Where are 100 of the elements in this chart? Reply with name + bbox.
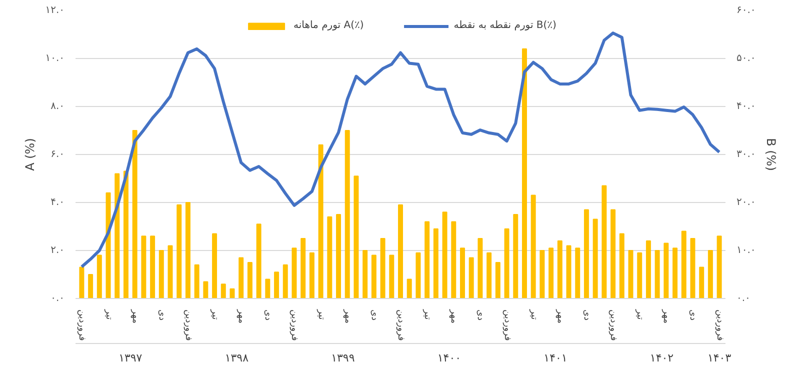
y2-tick-label: ۰.۰ (736, 293, 750, 304)
bar (708, 250, 713, 298)
y-axis-title: A (%) (23, 138, 38, 171)
x-tick-label: فروردین (608, 310, 618, 341)
bar (194, 264, 200, 298)
y-tick-label: ۰.۰ (50, 293, 64, 304)
y2-tick-label: ۱۰.۰ (736, 245, 756, 256)
bar (238, 257, 244, 298)
bar (354, 176, 359, 298)
x-tick-label: فروردین (396, 310, 406, 341)
bar (185, 202, 190, 298)
y-tick-label: ۲.۰ (50, 245, 64, 256)
x-tick-label: تیر (316, 308, 326, 320)
x-tick-label: مهر (130, 308, 140, 324)
text: ۱۴۰۲ (650, 352, 674, 364)
y2-tick-label: ۶۰.۰ (736, 5, 756, 16)
x-tick-label: تیر (210, 308, 220, 320)
x-tick-label: تیر (422, 308, 432, 320)
bar (389, 254, 394, 298)
y-tick-label: ۱۲.۰ (45, 5, 65, 16)
bar (530, 194, 536, 298)
x-tick-label: تیر (103, 308, 114, 320)
bar (619, 233, 624, 298)
bar (416, 252, 421, 298)
bar (292, 248, 297, 298)
bar (495, 262, 500, 298)
bar (468, 257, 474, 298)
bar (141, 236, 146, 298)
bar (575, 248, 580, 298)
line-series (80, 32, 721, 268)
y2-tick-label: ۵۰.۰ (736, 53, 756, 64)
y2-tick-label: ۴۰.۰ (736, 101, 756, 112)
bar (690, 238, 696, 298)
x-tick-label: مهر (554, 308, 565, 324)
text: ۱۴۰۱ (544, 352, 568, 364)
bar (150, 236, 156, 298)
x-tick-label: تیر (528, 308, 538, 320)
bar (654, 250, 660, 298)
bar (274, 272, 280, 298)
bar (628, 250, 634, 298)
text: ۱۳۹۷ (118, 352, 142, 364)
bar (522, 48, 527, 298)
y-tick-label: ۱۰.۰ (45, 53, 65, 64)
bar (540, 250, 545, 298)
bar (309, 252, 314, 298)
bar (114, 173, 120, 298)
x-tick-label: مهر (236, 308, 246, 324)
y-tick-label: ۴.۰ (50, 197, 64, 208)
y2-axis-title: B (%) (764, 138, 778, 171)
x-tick-label: دی (581, 310, 592, 321)
bar (203, 281, 208, 298)
bar (513, 214, 518, 298)
bar (672, 248, 678, 298)
bar (362, 250, 368, 298)
bar (176, 204, 182, 298)
x-tick-label: فروردین (76, 310, 87, 341)
text: ۱۳۹۸ (224, 352, 249, 364)
bar (256, 224, 262, 298)
bar (699, 266, 704, 298)
text: ۱۴۰۰ (437, 352, 462, 364)
bar (123, 170, 128, 298)
x-tick-label: فروردین (289, 310, 300, 341)
x-tick-label: فروردین (502, 310, 512, 341)
bar (265, 278, 270, 298)
x-tick-label: تیر (634, 308, 645, 320)
x-tick-label: مهر (342, 308, 352, 324)
x-tick-label: دی (156, 310, 166, 321)
x-tick-label: دی (368, 310, 379, 321)
text: ۱۴۰۳ (707, 352, 732, 364)
bar (336, 214, 342, 298)
bar (371, 254, 376, 298)
legend-label: تورم ماهانه A(٪) (294, 20, 364, 31)
bar (557, 240, 562, 298)
bar (318, 144, 324, 298)
bar (327, 216, 332, 298)
bar (106, 192, 111, 298)
bar (664, 242, 669, 298)
bar (548, 248, 554, 298)
bar (592, 218, 598, 298)
y-tick-label: ۶.۰ (50, 149, 64, 160)
x-tick-label: دی (262, 310, 273, 321)
bar (220, 284, 226, 298)
bar (504, 228, 510, 298)
bar (212, 233, 218, 298)
bar (442, 212, 448, 298)
bar (486, 252, 492, 298)
x-tick-label: فروردین (182, 310, 193, 341)
bar (451, 221, 456, 298)
bar (380, 238, 386, 298)
bar (300, 238, 306, 298)
bar (610, 209, 616, 298)
bar (602, 185, 607, 298)
bar (79, 266, 84, 298)
bar (716, 236, 722, 298)
bar (406, 278, 412, 298)
y-tick-label: ۸.۰ (50, 101, 64, 112)
bar (637, 252, 642, 298)
x-tick-label: مهر (661, 308, 672, 324)
bar (424, 221, 430, 298)
bar (344, 130, 350, 298)
